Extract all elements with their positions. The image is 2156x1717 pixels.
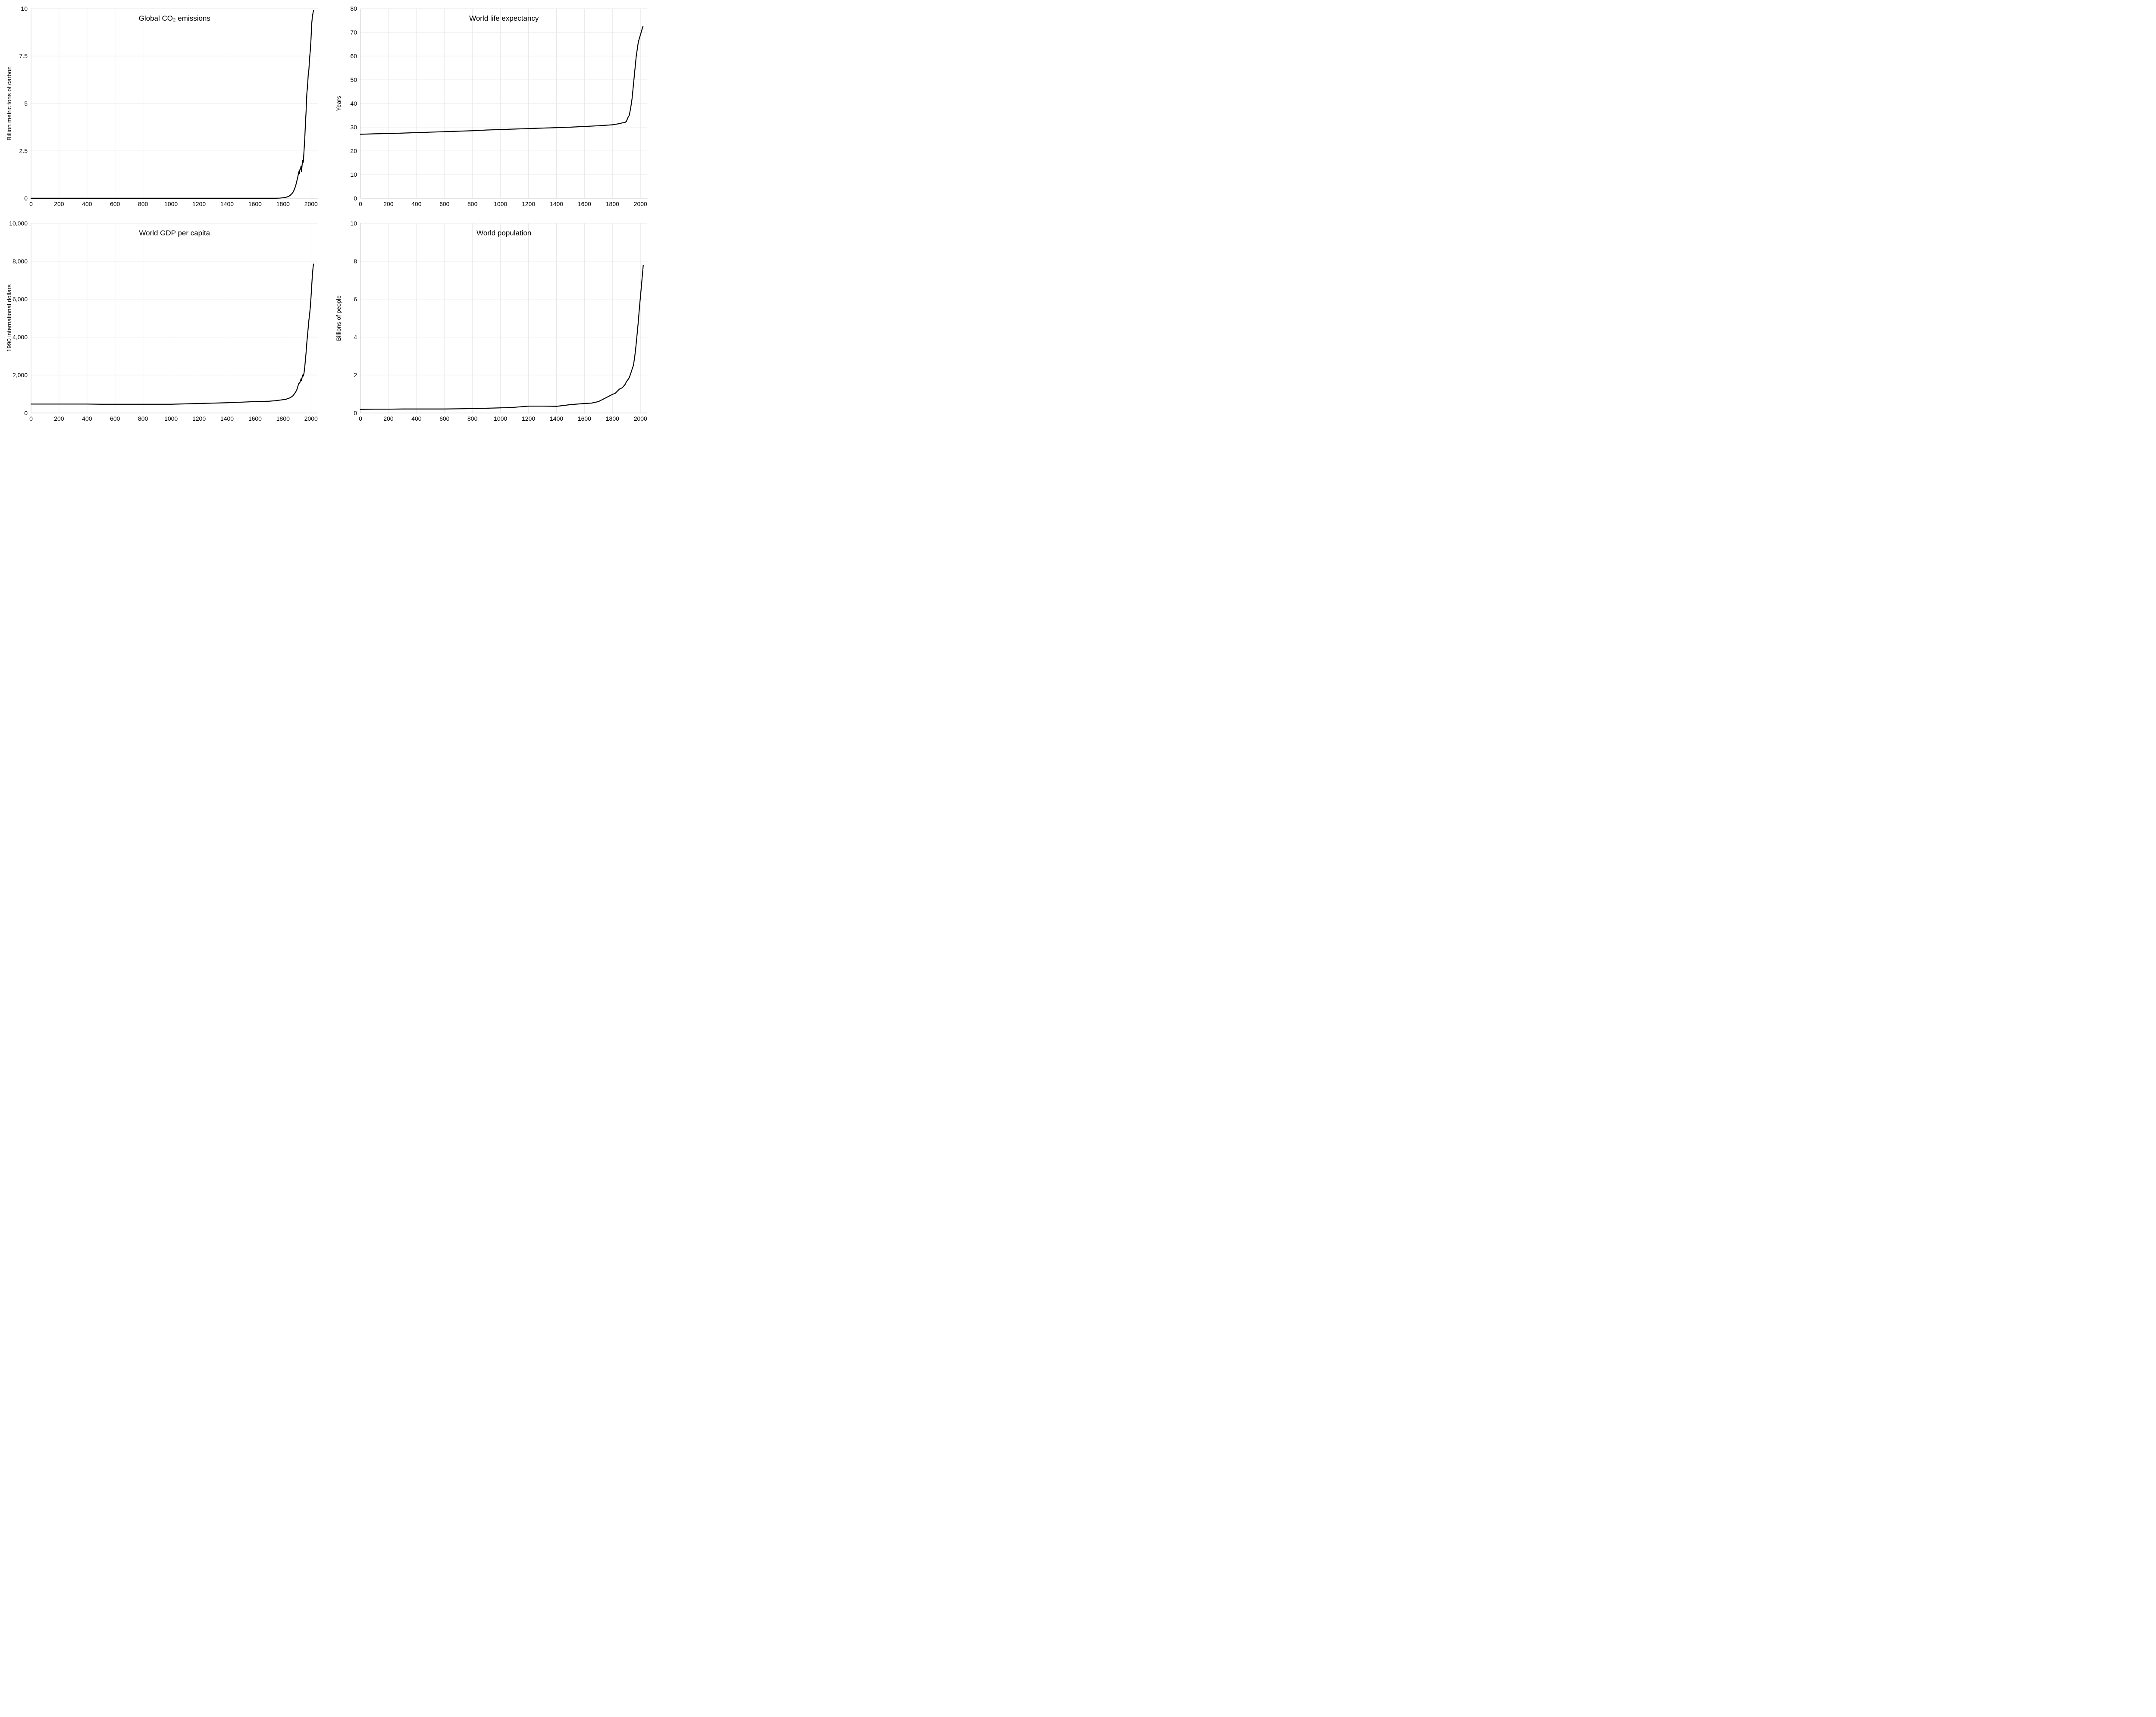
y-tick-label: 2 <box>354 372 357 378</box>
panel-pop: 0 200 400 600 800 1000 1200 1400 1600 1800 2000 0 2 4… <box>334 219 650 425</box>
x-tick-label: 800 <box>467 415 478 422</box>
x-tick-label: 0 <box>359 200 362 207</box>
x-tick-label: 1800 <box>605 415 619 422</box>
y-tick-label: 5 <box>24 100 28 107</box>
svg-co2: 0 200 400 600 800 1000 1200 1400 1600 1800 2000 0 2.… <box>4 4 321 210</box>
x-tick-label: 400 <box>411 415 422 422</box>
x-tick-label: 200 <box>54 200 64 207</box>
y-tick-label: 7.5 <box>19 53 28 59</box>
y-tick-label: 10,000 <box>9 220 28 227</box>
x-tick-label: 400 <box>411 200 422 207</box>
y-tick-label: 6,000 <box>13 296 28 303</box>
x-tick-label: 1600 <box>577 200 591 207</box>
x-tick-label: 1000 <box>494 200 507 207</box>
series-line <box>31 264 313 404</box>
x-tick-label: 400 <box>82 415 92 422</box>
x-tick-label: 200 <box>54 415 64 422</box>
x-tick-label: 1200 <box>521 200 535 207</box>
series-line <box>31 10 313 198</box>
x-tick-label: 1000 <box>494 415 507 422</box>
y-tick-label: 0 <box>24 410 28 416</box>
x-tick-label: 800 <box>138 200 148 207</box>
x-tick-label: 2000 <box>633 200 647 207</box>
x-tick-label: 1800 <box>276 200 290 207</box>
x-tick-label: 1400 <box>549 200 563 207</box>
y-tick-label: 70 <box>350 29 357 36</box>
y-tick-label: 40 <box>350 100 357 107</box>
x-tick-label: 600 <box>439 200 450 207</box>
x-tick-label: 400 <box>82 200 92 207</box>
y-axis-label: 1990 international dollars <box>6 285 13 352</box>
x-tick-label: 1200 <box>192 200 206 207</box>
x-tick-label: 1400 <box>549 415 563 422</box>
x-tick-label: 1600 <box>248 200 262 207</box>
x-tick-label: 1200 <box>192 415 206 422</box>
x-tick-label: 2000 <box>304 200 318 207</box>
x-tick-label: 1400 <box>220 200 234 207</box>
x-tick-label: 800 <box>138 415 148 422</box>
x-tick-label: 600 <box>110 415 120 422</box>
y-tick-label: 0 <box>24 195 28 202</box>
panel-co2: 0 200 400 600 800 1000 1200 1400 1600 1800 2000 0 2.… <box>4 4 321 210</box>
y-axis-label: Billion metric tons of carbon <box>6 66 13 141</box>
y-tick-label: 8 <box>354 258 357 265</box>
x-tick-label: 0 <box>29 415 33 422</box>
y-tick-label: 50 <box>350 76 357 83</box>
x-tick-label: 600 <box>439 415 450 422</box>
y-tick-label: 10 <box>21 5 28 12</box>
svg-gdp: 0 200 400 600 800 1000 1200 1400 1600 1800 2000 0 2,… <box>4 219 321 425</box>
y-tick-label: 2,000 <box>13 372 28 378</box>
x-tick-label: 1000 <box>164 415 178 422</box>
x-tick-label: 0 <box>359 415 362 422</box>
y-axis-label: Years <box>335 96 342 111</box>
x-tick-label: 0 <box>29 200 33 207</box>
svg-life: 0 200 400 600 800 1000 1200 1400 1600 1800 2000 0 10… <box>334 4 650 210</box>
panel-gdp: 0 200 400 600 800 1000 1200 1400 1600 1800 2000 0 2,… <box>4 219 321 425</box>
y-tick-label: 10 <box>350 171 357 178</box>
y-tick-label: 0 <box>354 195 357 202</box>
x-tick-label: 1200 <box>521 415 535 422</box>
x-tick-label: 1400 <box>220 415 234 422</box>
x-tick-label: 1600 <box>577 415 591 422</box>
y-tick-label: 8,000 <box>13 258 28 265</box>
series-line <box>360 26 643 134</box>
x-tick-label: 200 <box>383 415 394 422</box>
x-tick-label: 1000 <box>164 200 178 207</box>
svg-pop: 0 200 400 600 800 1000 1200 1400 1600 1800 2000 0 2 4… <box>334 219 650 425</box>
y-tick-label: 0 <box>354 410 357 416</box>
x-tick-label: 2000 <box>633 415 647 422</box>
x-tick-label: 1800 <box>276 415 290 422</box>
y-tick-label: 4 <box>354 334 357 341</box>
x-tick-label: 200 <box>383 200 394 207</box>
y-tick-label: 60 <box>350 53 357 59</box>
chart-title: World life expectancy <box>469 14 539 22</box>
x-tick-label: 1600 <box>248 415 262 422</box>
y-tick-label: 4,000 <box>13 334 28 341</box>
y-tick-label: 30 <box>350 124 357 131</box>
chart-grid: 020040060080010001200140016001800200002.… <box>0 0 658 429</box>
x-tick-label: 2000 <box>304 415 318 422</box>
y-tick-label: 20 <box>350 147 357 154</box>
chart-title: World GDP per capita <box>139 229 210 237</box>
y-tick-label: 6 <box>354 296 357 303</box>
y-tick-label: 2.5 <box>19 147 28 154</box>
x-tick-label: 1800 <box>605 200 619 207</box>
x-tick-label: 800 <box>467 200 478 207</box>
chart-title: World population <box>476 229 531 237</box>
y-axis-label: Billions of people <box>335 295 342 341</box>
y-tick-label: 10 <box>350 220 357 227</box>
chart-title: Global CO₂ emissions <box>139 14 210 22</box>
panel-life: 0 200 400 600 800 1000 1200 1400 1600 1800 2000 0 10… <box>334 4 650 210</box>
x-tick-label: 600 <box>110 200 120 207</box>
y-tick-label: 80 <box>350 5 357 12</box>
